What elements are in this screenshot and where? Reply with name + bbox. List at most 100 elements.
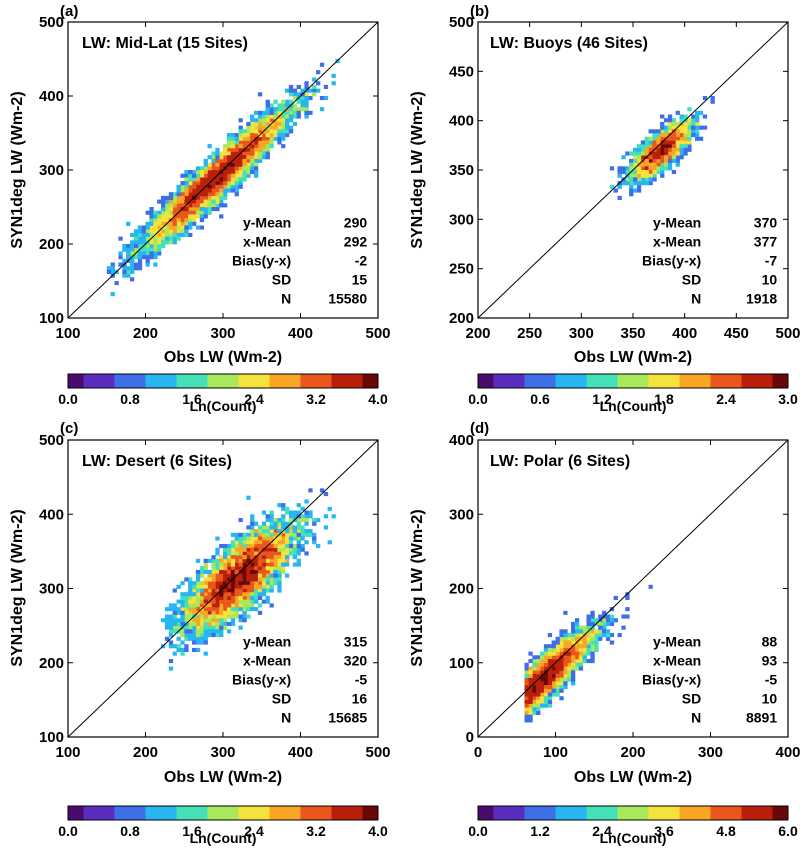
heatmap-cell [304,103,309,108]
heatmap-cell [188,581,193,586]
heatmap-cell [180,188,185,193]
heatmap-cell [644,140,649,145]
heatmap-cell [246,544,251,549]
heatmap-cell [223,544,228,549]
heatmap-cell [586,651,591,656]
heatmap-cell [254,140,259,145]
heatmap-cell [199,584,205,589]
heatmap-cell [250,155,255,160]
heatmap-cell [567,666,572,671]
heatmap-cell [192,188,197,193]
stat-label: x-Mean [653,234,701,250]
colorbar-segment [246,806,255,820]
y-tick-label: 100 [39,729,64,746]
heatmap-cell [578,625,584,630]
heatmap-cell [164,195,170,200]
heatmap-cell [273,525,278,530]
heatmap-cell [176,214,181,219]
heatmap-cell [265,588,270,593]
heatmap-cell [277,129,282,134]
heatmap-cell [168,210,174,215]
heatmap-cell [234,592,239,597]
heatmap-cell [195,603,201,608]
heatmap-cell [652,144,657,149]
heatmap-cell [598,629,603,634]
heatmap-cell [671,151,677,156]
stat-value: 15 [352,272,368,288]
heatmap-cell [223,151,228,156]
heatmap-cell [254,521,259,526]
heatmap-cell [578,647,584,652]
heatmap-cell [675,129,680,134]
heatmap-cell [188,173,193,178]
heatmap-cell [621,625,626,630]
heatmap-cell [265,558,270,563]
heatmap-cell [184,177,189,182]
heatmap-cell [180,640,185,645]
heatmap-cell [157,221,162,226]
heatmap-cell [281,536,286,541]
heatmap-cell [230,162,236,167]
heatmap-cell [110,269,115,274]
heatmap-cell [594,640,599,645]
heatmap-cell [176,221,181,226]
heatmap-cell [664,133,669,138]
heatmap-cell [265,514,270,519]
heatmap-cell [250,599,255,604]
heatmap-cell [164,636,170,641]
heatmap-cell [312,521,317,526]
heatmap-cell [192,640,197,645]
heatmap-cell [110,292,115,297]
heatmap-cell [254,588,259,593]
colorbar-segment [625,374,634,388]
heatmap-cell [524,685,529,690]
heatmap-cell [285,540,290,545]
heatmap-cell [211,588,216,593]
heatmap-cell [559,644,564,649]
heatmap-cell [273,577,278,582]
heatmap-cell [261,118,267,123]
heatmap-cell [702,114,708,119]
heatmap-cell [226,573,232,578]
heatmap-cell [664,129,669,134]
heatmap-cell [652,162,657,167]
heatmap-cell [613,595,618,600]
heatmap-cell [277,555,282,560]
heatmap-cell [184,603,189,608]
heatmap-cell [207,184,212,189]
colorbar-segment [764,374,773,388]
heatmap-cell [288,514,294,519]
heatmap-cell [215,181,220,186]
heatmap-cell [304,499,309,504]
heatmap-cell [590,647,595,652]
heatmap-cell [691,133,696,138]
heatmap-cell [195,181,201,186]
heatmap-cell [254,144,259,149]
heatmap-cell [230,551,236,556]
heatmap-cell [207,173,212,178]
colorbar-segment [308,806,317,820]
heatmap-cell [636,151,642,156]
colorbar-segment [68,806,77,820]
heatmap-cell [161,203,166,208]
heatmap-cell [164,621,170,626]
heatmap-cell [257,158,263,163]
heatmap-cell [586,647,591,652]
heatmap-cell [563,610,568,615]
heatmap-cell [199,636,205,641]
heatmap-cell [574,666,580,671]
heatmap-cell [292,536,298,541]
heatmap-cell [219,155,224,160]
heatmap-cell [574,659,580,664]
heatmap-cell [640,147,646,152]
heatmap-cell [285,510,290,515]
heatmap-cell [292,532,298,537]
heatmap-cell [710,99,715,104]
colorbar-tick-label: 4.8 [716,823,736,839]
colorbar-segment [161,374,170,388]
heatmap-cell [547,688,553,693]
heatmap-cell [543,677,549,682]
heatmap-cell [199,166,205,171]
heatmap-cell [254,544,259,549]
colorbar-tick-label: 3.0 [778,391,798,407]
